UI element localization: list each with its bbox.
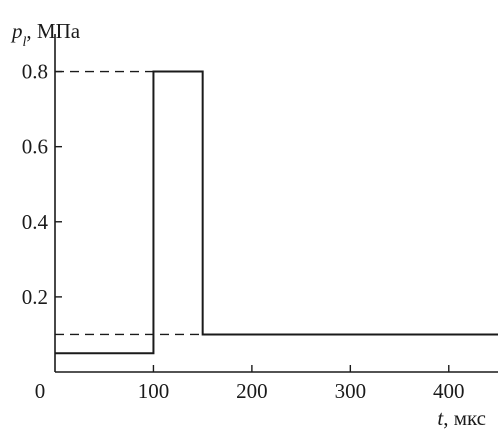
y-tick-label: 0.6 bbox=[22, 135, 48, 159]
y-ticks: 0.2 0.4 0.6 0.8 bbox=[22, 60, 62, 309]
y-axis-symbol: p bbox=[10, 19, 23, 43]
x-tick-label: 300 bbox=[335, 379, 367, 403]
x-axis-label: t, мкс bbox=[437, 406, 486, 430]
x-axis-unit: , мкс bbox=[443, 406, 486, 430]
y-tick-label: 0.2 bbox=[22, 285, 48, 309]
y-tick-label: 0.8 bbox=[22, 60, 48, 84]
x-tick-label: 100 bbox=[138, 379, 170, 403]
reference-lines bbox=[55, 70, 203, 336]
x-tick-label: 400 bbox=[433, 379, 465, 403]
y-axis-label: pl, МПа bbox=[10, 19, 81, 50]
y-axis-subscript: l bbox=[23, 35, 27, 50]
x-tick-label: 200 bbox=[236, 379, 268, 403]
y-tick-label: 0.4 bbox=[22, 210, 49, 234]
axes bbox=[54, 34, 498, 373]
y-axis-unit: , МПа bbox=[26, 19, 80, 43]
series-lines bbox=[55, 70, 498, 355]
x-ticks: 0 100 200 300 400 bbox=[35, 365, 465, 403]
x-axis-symbol: t bbox=[437, 406, 444, 430]
pressure-pulse-line bbox=[55, 70, 498, 355]
x-tick-label: 0 bbox=[35, 379, 46, 403]
